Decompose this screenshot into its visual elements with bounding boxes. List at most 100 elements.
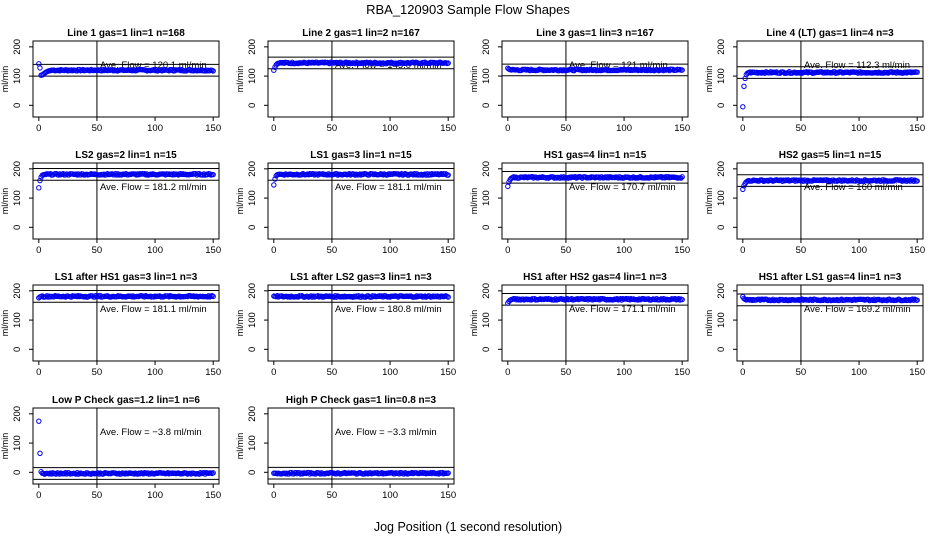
panel-title: Line 3 gas=1 lin=3 n=167 [536, 28, 654, 39]
data-points [271, 469, 451, 477]
x-tick-label: 100 [147, 245, 163, 256]
plot-frame [501, 40, 689, 118]
x-tick-label: 100 [616, 367, 632, 378]
plot-frame [32, 40, 220, 118]
y-axis-label: ml/min [469, 188, 479, 215]
panel-9: LS1 after HS1 gas=3 lin=1 n=3 0 100 200 ml/m… [0, 272, 221, 378]
data-point [445, 60, 451, 66]
panel-10: LS1 after LS2 gas=3 lin=1 n=3 0 100 200 ml/m… [235, 272, 456, 378]
x-tick-label: 100 [382, 123, 398, 134]
y-tick-label: 100 [247, 312, 258, 328]
x-tick-label: 50 [92, 123, 103, 134]
y-tick-label: 200 [481, 283, 492, 299]
x-tick-label: 0 [740, 245, 745, 256]
x-tick-label: 100 [147, 367, 163, 378]
y-tick-label: 200 [12, 406, 23, 422]
panel-title: HS1 after LS1 gas=4 lin=1 n=3 [759, 272, 902, 283]
y-axis-label: ml/min [469, 66, 479, 93]
data-point [823, 177, 830, 183]
x-tick-label: 100 [147, 490, 163, 501]
x-tick-label: 0 [271, 123, 276, 134]
x-tick-label: 150 [205, 490, 221, 501]
y-axis-label: ml/min [704, 188, 714, 215]
data-point [304, 60, 311, 67]
data-point [565, 175, 571, 181]
y-tick-label: 100 [716, 190, 727, 206]
data-points [36, 418, 216, 477]
data-point [679, 296, 685, 303]
y-tick-label: 0 [716, 347, 727, 352]
y-tick-label: 0 [716, 225, 727, 230]
x-tick-label: 100 [382, 245, 398, 256]
plot-frame [32, 162, 220, 240]
y-tick-label: 200 [716, 283, 727, 299]
data-point [36, 418, 42, 424]
data-point [676, 295, 682, 302]
y-tick-label: 100 [12, 435, 23, 451]
data-point [207, 171, 213, 177]
data-point [37, 450, 43, 457]
y-tick-label: 100 [481, 190, 492, 206]
average-flow-label: Ave. Flow = 160 ml/min [804, 182, 903, 193]
y-tick-label: 0 [247, 470, 258, 475]
panel-1: Line 1 gas=1 lin=1 n=168 0 100 200 ml/min 0 50… [0, 28, 221, 134]
x-tick-label: 50 [796, 245, 807, 256]
average-flow-label: Ave. Flow = 121 ml/min [569, 60, 668, 71]
y-tick-label: 100 [481, 312, 492, 328]
y-tick-label: 0 [247, 347, 258, 352]
data-point [740, 104, 746, 110]
data-point [37, 65, 43, 71]
data-point [76, 66, 83, 73]
plot-frame [501, 284, 689, 362]
data-point [678, 175, 684, 181]
panel-title: HS1 gas=4 lin=1 n=15 [544, 150, 647, 161]
average-flow-label: Ave. Flow = 120.1 ml/min [100, 60, 207, 71]
panels-group: Line 1 gas=1 lin=1 n=168 0 100 200 ml/min 0 50… [0, 28, 925, 501]
panel-12: HS1 after LS1 gas=4 lin=1 n=3 0 100 200 ml/m… [704, 272, 925, 378]
data-point [210, 171, 216, 178]
panel-title: Line 2 gas=1 lin=2 n=167 [302, 28, 420, 39]
x-tick-label: 150 [440, 490, 456, 501]
panel-title: LS2 gas=2 lin=1 n=15 [75, 150, 177, 161]
figure-xlabel: Jog Position (1 second resolution) [374, 520, 562, 534]
y-axis-label: ml/min [235, 310, 245, 337]
data-point [271, 67, 277, 73]
y-tick-label: 200 [247, 39, 258, 55]
x-tick-label: 50 [561, 367, 572, 378]
data-points [36, 292, 216, 301]
data-point [510, 174, 517, 180]
panel-2: Line 2 gas=1 lin=2 n=167 0 100 200 ml/min 0 50… [235, 28, 456, 134]
x-tick-label: 100 [851, 245, 867, 256]
y-axis-label: ml/min [235, 66, 245, 93]
data-point [911, 178, 917, 184]
data-point [37, 177, 43, 184]
y-tick-label: 0 [716, 103, 727, 108]
average-flow-label: Ave. Flow = 170.7 ml/min [569, 182, 676, 193]
data-point [679, 67, 685, 73]
y-tick-label: 200 [247, 161, 258, 177]
x-tick-label: 100 [616, 123, 632, 134]
y-tick-label: 200 [12, 283, 23, 299]
data-point [176, 66, 183, 73]
x-tick-label: 150 [909, 123, 925, 134]
panel-11: HS1 after HS2 gas=4 lin=1 n=3 0 100 200 ml/m… [469, 272, 690, 378]
x-tick-label: 0 [505, 123, 510, 134]
y-tick-label: 0 [481, 103, 492, 108]
average-flow-label: Ave. Flow = 181.1 ml/min [100, 304, 207, 315]
panel-14: High P Check gas=1 lin=0.8 n=3 0 100 200 ml/… [235, 395, 456, 501]
y-axis-label: ml/min [704, 310, 714, 337]
plot-frame [32, 407, 220, 485]
y-tick-label: 0 [12, 347, 23, 352]
x-tick-label: 150 [205, 123, 221, 134]
panel-title: LS1 after HS1 gas=3 lin=1 n=3 [55, 272, 198, 283]
plot-frame [736, 284, 924, 362]
y-tick-label: 100 [12, 312, 23, 328]
data-points [36, 170, 216, 191]
x-tick-label: 0 [36, 245, 41, 256]
y-tick-label: 0 [12, 470, 23, 475]
data-point [677, 297, 683, 303]
y-tick-label: 100 [12, 190, 23, 206]
average-flow-label: Ave. Flow = −3.3 ml/min [335, 427, 437, 438]
y-axis-label: ml/min [0, 188, 10, 215]
data-point [445, 294, 451, 300]
